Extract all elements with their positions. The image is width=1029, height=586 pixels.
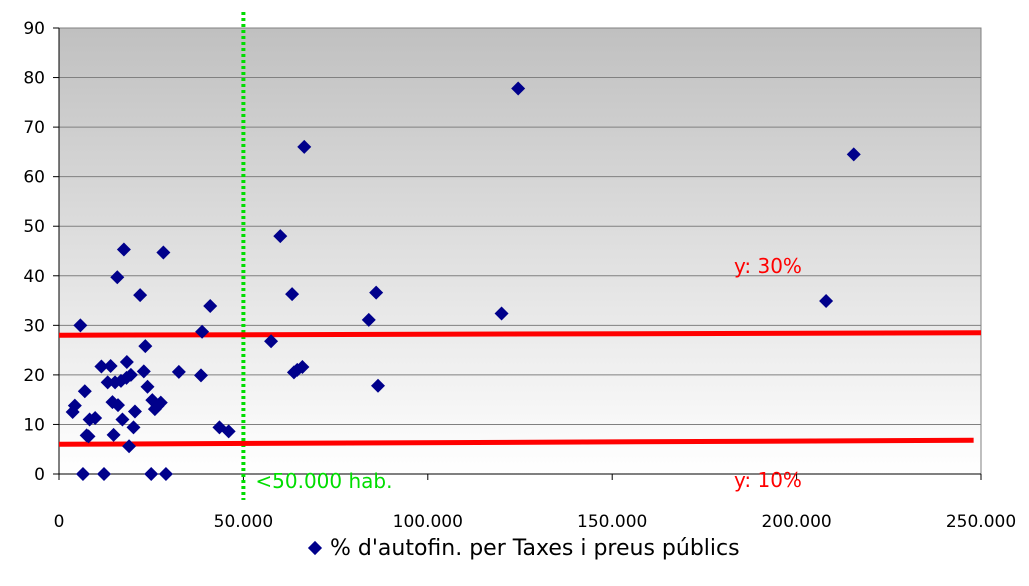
data-point [115, 412, 130, 427]
x-tick-label: 250.000 [946, 512, 1016, 532]
data-point [111, 398, 126, 413]
data-point [158, 467, 173, 481]
data-point [297, 139, 312, 154]
legend-label: % d'autofin. per Taxes i preus públics [330, 535, 740, 561]
data-point [221, 424, 236, 439]
data-point [103, 358, 118, 373]
data-point [77, 384, 92, 399]
data-point [127, 404, 142, 419]
y-tick-label: 0 [34, 465, 45, 485]
data-point [133, 288, 148, 303]
data-point [96, 467, 111, 481]
data-point [144, 467, 159, 481]
gridlines [59, 27, 981, 425]
legend: % d'autofin. per Taxes i preus públics [308, 528, 740, 568]
data-point [73, 318, 88, 333]
data-point [193, 368, 208, 383]
data-point [106, 427, 121, 442]
y-tick-label: 60 [23, 168, 45, 188]
data-point [371, 378, 386, 393]
y-tick-label: 90 [23, 19, 45, 39]
data-point [119, 355, 134, 370]
data-point [88, 411, 103, 426]
data-point [153, 395, 168, 410]
data-point [75, 467, 90, 481]
data-point [156, 245, 171, 260]
data-point [264, 334, 279, 349]
data-point [116, 242, 131, 257]
y-tick-label: 70 [23, 118, 45, 138]
data-point [100, 375, 115, 390]
y-tick-label: 80 [23, 69, 45, 89]
plot-area [58, 27, 982, 475]
data-point [126, 420, 141, 435]
y-tick-label: 30 [23, 316, 45, 336]
data-point [285, 287, 300, 302]
reference-line-30 [58, 330, 982, 338]
data-point [67, 398, 82, 413]
data-point [171, 364, 186, 379]
data-point [203, 299, 218, 314]
reference-line-10 [58, 437, 974, 447]
tick-labels: 0 10 20 30 40 50 60 70 80 90 0 50.000 100.000 150.000… [23, 19, 1016, 532]
data-point [81, 429, 96, 444]
reference-lines: <50.000 hab. y: 30% y: 10% [58, 12, 982, 500]
y-tick-label: 40 [23, 267, 45, 287]
reference-label-30: y: 30% [734, 254, 802, 278]
threshold-label: <50.000 hab. [255, 469, 392, 493]
data-point [94, 359, 109, 374]
data-point [140, 379, 155, 394]
data-point [123, 367, 138, 382]
y-tick-label: 10 [23, 415, 45, 435]
data-point [819, 294, 834, 309]
data-point [273, 229, 288, 244]
data-point [138, 339, 153, 354]
x-tick-label: 150.000 [577, 512, 647, 532]
data-point [369, 285, 384, 300]
x-tick-label: 50.000 [214, 512, 273, 532]
reference-label-10: y: 10% [734, 468, 802, 492]
data-point [110, 270, 125, 285]
y-tick-label: 20 [23, 366, 45, 386]
y-tick-label: 50 [23, 217, 45, 237]
x-tick-label: 100.000 [393, 512, 463, 532]
legend-diamond-icon [308, 541, 322, 555]
x-tick-label: 0 [54, 512, 65, 532]
x-tick-label: 200.000 [761, 512, 831, 532]
data-point [122, 439, 137, 454]
data-point [295, 359, 310, 374]
data-points [65, 81, 861, 481]
data-point [361, 312, 376, 327]
data-point [195, 324, 210, 339]
data-point [511, 81, 526, 96]
data-point [494, 306, 509, 321]
axes [53, 27, 982, 480]
data-point [846, 147, 861, 162]
data-point [136, 364, 151, 379]
